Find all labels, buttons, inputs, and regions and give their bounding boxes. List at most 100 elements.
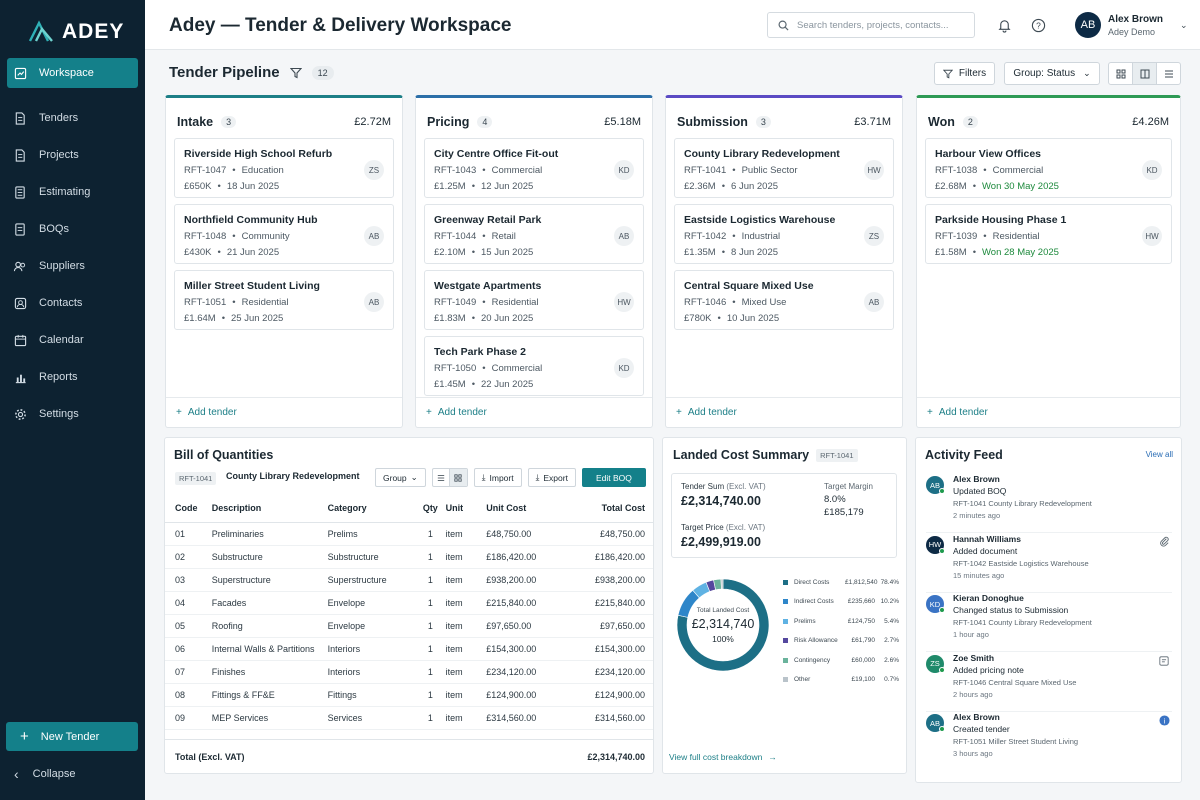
boq-row[interactable]: 07 Finishes Interiors 1 item £234,120.00 £234,… [165,660,653,685]
activity-reference: RFT-1041 County Library Redevelopment [953,618,1092,627]
search-input[interactable] [797,19,967,31]
bullet-separator: • [721,247,726,258]
import-button[interactable]: ⤓ Import [473,468,522,487]
add-tender-label: Add tender [938,407,988,418]
boq-row[interactable]: 06 Internal Walls & Partitions Interiors 1 i… [165,637,653,662]
tender-sector: Retail [491,231,516,242]
boq-cell: £97,650.00 [486,614,568,638]
sidebar-item-estimating[interactable]: Estimating [7,177,138,207]
list-view-icon[interactable] [433,469,450,486]
export-button[interactable]: ⤓ Export [527,468,576,487]
tender-card[interactable]: Harbour View Offices RFT-1038 • Commercial £… [925,138,1172,198]
tender-date: 21 Jun 2025 [226,247,280,258]
collapse-label: Collapse [32,768,76,780]
activity-reference: RFT-1041 County Library Redevelopment [953,499,1092,508]
tender-card[interactable]: Tech Park Phase 2 RFT-1050 • Commercial £1.4… [424,336,644,396]
grid-view-icon[interactable] [1109,63,1133,84]
brand-logo[interactable]: ADEY [0,0,145,52]
owner-avatar: ZS [364,160,384,180]
tender-card[interactable]: Greenway Retail Park RFT-1044 • Retail £2.10… [424,204,644,264]
sidebar-item-tenders[interactable]: Tenders [7,103,138,133]
tender-card[interactable]: Westgate Apartments RFT-1049 • Residential £… [424,270,644,330]
add-tender-button[interactable]: + Add tender [166,397,402,427]
tender-card[interactable]: County Library Redevelopment RFT-1041 • Pub… [674,138,894,198]
tender-card[interactable]: Central Square Mixed Use RFT-1046 • Mixed U… [674,270,894,330]
document-icon [13,148,27,162]
activity-reference: RFT-1046 Central Square Mixed Use [953,677,1077,687]
collapse-button[interactable]: ‹ Collapse [14,766,75,782]
view-breakdown-link[interactable]: View full cost breakdown → [669,752,777,762]
sidebar-item-suppliers[interactable]: Suppliers [7,251,138,281]
gear-icon [13,407,27,421]
plus-icon: + [426,407,432,418]
tender-meta: RFT-1049 • Residential [434,297,634,308]
tender-card[interactable]: Parkside Housing Phase 1 RFT-1039 • Residen… [925,204,1172,264]
bullet-separator: • [482,231,486,242]
sidebar-item-projects[interactable]: Projects [7,140,138,170]
activity-item[interactable]: HW Hannah Williams Added document RFT-1042 … [926,534,1172,593]
boq-cell: £186,420.00 [486,545,568,569]
tender-card[interactable]: Riverside High School Refurb RFT-1047 • Edu… [174,138,394,198]
note-icon[interactable] [1158,655,1170,667]
view-all-link[interactable]: View all [1145,450,1173,459]
tender-meta: RFT-1048 • Community [184,231,384,242]
boq-row[interactable]: 09 MEP Services Services 1 item £314,560.00 £3… [165,706,653,731]
tender-card[interactable]: Eastside Logistics Warehouse RFT-1042 • Ind… [674,204,894,264]
filters-button[interactable]: Filters [934,62,995,85]
bullet-separator: • [972,181,977,192]
activity-item[interactable]: AB Alex Brown Created tender RFT-1051 Mille… [926,712,1172,771]
activity-item[interactable]: ZS Zoe Smith Added pricing note RFT-1046 Ce… [926,653,1172,712]
group-by-select[interactable]: Group: Status ⌄ [1004,62,1100,85]
user-menu[interactable]: AB Alex Brown Adey Demo ⌄ [1075,12,1188,38]
column-total: £4.26M [1132,115,1169,128]
grid-view-icon[interactable] [449,469,467,486]
donut-value: £2,314,740 [691,617,755,631]
boq-cell: £314,560.00 [567,706,653,731]
help-icon[interactable]: ? [1029,16,1047,34]
edit-boq-button[interactable]: Edit BOQ [581,468,646,487]
board-view-icon[interactable] [1133,63,1157,84]
svg-text:i: i [1163,716,1165,725]
new-tender-button[interactable]: + New Tender [6,722,138,751]
tender-date: 25 Jun 2025 [231,313,284,324]
boq-row[interactable]: 03 Superstructure Superstructure 1 item £938,… [165,568,653,592]
filter-icon[interactable] [289,67,302,79]
list-view-icon[interactable] [1157,63,1180,84]
tender-card[interactable]: Northfield Community Hub RFT-1048 • Communi… [174,204,394,264]
tender-date: 6 Jun 2025 [731,181,779,192]
tender-sector: Commercial [491,165,543,176]
paperclip-icon[interactable] [1158,536,1170,548]
sidebar-item-reports[interactable]: Reports [7,362,138,392]
sidebar-item-workspace[interactable]: Workspace [7,58,138,88]
boq-cell: Fittings [327,683,416,708]
add-tender-button[interactable]: + Add tender [917,397,1180,427]
sidebar-item-label: Estimating [39,186,91,198]
boq-row[interactable]: 01 Preliminaries Prelims 1 item £48,750.00 £48… [165,522,653,546]
boq-row[interactable]: 02 Substructure Substructure 1 item £186,420.… [165,545,653,569]
activity-user: Zoe Smith [953,652,995,663]
boq-column-header: Unit [445,494,487,523]
search-box[interactable] [767,12,975,38]
tender-value-row: £780K • 10 Jun 2025 [684,313,884,324]
bell-icon[interactable] [995,16,1013,34]
tender-card[interactable]: City Centre Office Fit-out RFT-1043 • Comme… [424,138,644,198]
search-icon [778,20,789,31]
sidebar-item-contacts[interactable]: Contacts [7,288,138,318]
boq-row[interactable]: 08 Fittings & FF&E Fittings 1 item £124,900.0… [165,683,653,708]
activity-item[interactable]: KD Kieran Donoghue Changed status to Submi… [926,593,1172,652]
activity-item[interactable]: AB Alex Brown Updated BOQ RFT-1041 County L… [926,474,1172,533]
add-tender-button[interactable]: + Add tender [416,397,652,427]
boq-cell: Internal Walls & Partitions [211,637,328,662]
tender-ref: RFT-1046 [684,297,727,308]
boq-group-select[interactable]: Group ⌄ [375,468,426,487]
sidebar-item-calendar[interactable]: Calendar [7,325,138,355]
sidebar-item-settings[interactable]: Settings [7,399,138,429]
info-icon[interactable]: i [1158,714,1170,726]
boq-row[interactable]: 04 Facades Envelope 1 item £215,840.00 £215,84… [165,591,653,615]
boq-cell: 1 [415,591,446,615]
boq-row[interactable]: 05 Roofing Envelope 1 item £97,650.00 £97,650.… [165,614,653,638]
sidebar-item-boqs[interactable]: BOQs [7,214,138,244]
add-tender-button[interactable]: + Add tender [666,397,902,427]
tender-card[interactable]: Miller Street Student Living RFT-1051 • Res… [174,270,394,330]
activity-reference: RFT-1051 Miller Street Student Living [953,737,1079,746]
